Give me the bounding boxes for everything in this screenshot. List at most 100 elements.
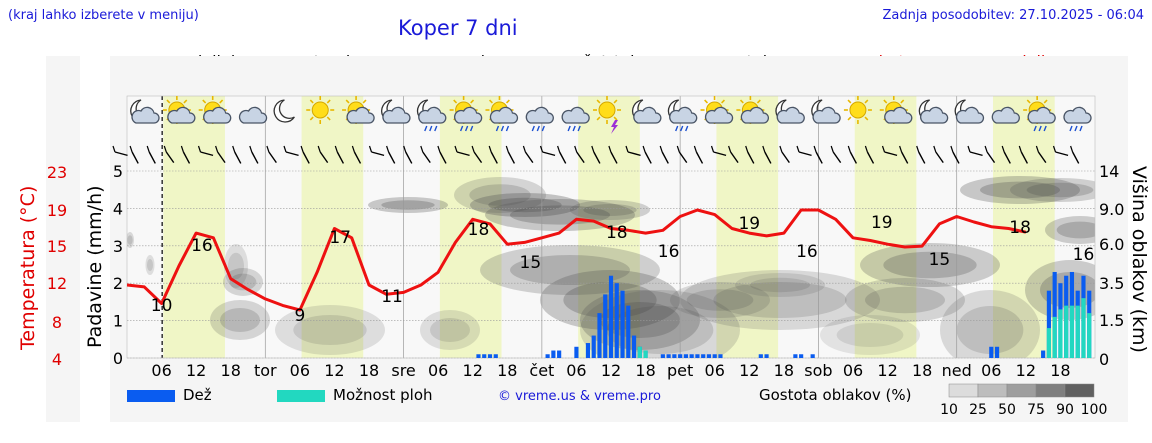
- wind-shaft: [405, 151, 413, 164]
- wind-shaft: [473, 151, 483, 164]
- sun-cloud-rain-icon: [1023, 96, 1056, 132]
- wind-feather: [163, 145, 167, 153]
- wind-feather: [1070, 145, 1074, 153]
- rain-bar: [1041, 350, 1046, 358]
- wind-barb: [420, 145, 431, 164]
- x-tick-label: 06: [705, 361, 725, 380]
- raindrop: [459, 125, 464, 132]
- wind-barb: [693, 145, 704, 164]
- sun-ray: [326, 99, 331, 104]
- cloud-blob: [127, 232, 134, 248]
- wind-shaft: [730, 151, 739, 164]
- sun-ray: [470, 99, 475, 104]
- sun-ray: [864, 116, 869, 121]
- wind-feather: [813, 145, 817, 153]
- wind-barb: [676, 145, 688, 164]
- wind-shaft: [353, 151, 362, 164]
- moon-cloud-icon: [954, 99, 985, 124]
- wind-shaft: [1003, 151, 1011, 164]
- rain-bar: [591, 335, 596, 358]
- wind-barb: [574, 145, 585, 164]
- sun-ray: [613, 116, 618, 121]
- cloud-blob: [1045, 216, 1095, 244]
- wind-feather: [591, 145, 595, 153]
- wind-shaft: [678, 151, 688, 164]
- sun-ray: [756, 99, 761, 104]
- wind-barb: [864, 145, 875, 164]
- cloud-rain-icon: [1063, 106, 1092, 132]
- cloud-blob: [145, 255, 155, 275]
- x-tick-label: 18: [359, 361, 379, 380]
- cloud-shape: [919, 106, 949, 124]
- x-tick-label: 06: [981, 361, 1001, 380]
- cloud-legend-level: 75: [1027, 402, 1045, 418]
- wind-feather: [1001, 145, 1005, 153]
- raindrop: [541, 125, 545, 132]
- sun-shape: [598, 101, 616, 119]
- rain-bar: [678, 354, 683, 358]
- cloud-shape: [131, 106, 160, 124]
- wind-barb: [368, 145, 385, 157]
- wind-feather: [1035, 145, 1039, 153]
- sun-cloud-icon: [198, 96, 232, 124]
- raindrop: [536, 125, 540, 132]
- raindrop: [505, 125, 510, 132]
- wind-barb: [129, 145, 139, 164]
- cloud-blob: [860, 243, 1000, 287]
- wind-feather: [745, 145, 749, 153]
- rain-tick-label: 1: [113, 312, 123, 331]
- wind-barb: [591, 145, 601, 164]
- moon-cloud-icon: [381, 99, 411, 124]
- x-tick-label: 06: [290, 361, 310, 380]
- temperature-label: 18: [468, 220, 490, 240]
- wind-feather: [505, 145, 509, 153]
- cloud-shape: [561, 106, 590, 124]
- sun-cloud-icon: [700, 96, 734, 124]
- credit-link[interactable]: © vreme.us & vreme.pro: [498, 389, 661, 404]
- wind-barb: [813, 145, 823, 164]
- cloud-shape: [167, 106, 196, 124]
- wind-feather: [334, 145, 338, 153]
- wind-shaft: [935, 151, 944, 164]
- cloud-blob: [454, 177, 546, 213]
- cloud-blob-core: [980, 181, 1060, 199]
- wind-feather: [386, 145, 390, 153]
- wind-barb: [710, 145, 727, 157]
- wind-barb: [950, 145, 960, 164]
- raindrop: [531, 125, 535, 132]
- wind-feather: [796, 145, 800, 153]
- cloud-blob: [470, 193, 580, 217]
- wind-shaft: [148, 151, 156, 164]
- x-tick-label: 06: [151, 361, 171, 380]
- cloud-blob-core: [1026, 182, 1094, 198]
- wind-barb: [539, 145, 556, 157]
- x-tick-label: 18: [221, 361, 241, 380]
- daylight-band: [716, 171, 779, 358]
- rain-bar: [793, 354, 798, 358]
- wind-feather: [300, 145, 304, 153]
- wind-barb: [659, 145, 669, 164]
- wind-feather: [881, 145, 886, 153]
- wind-feather: [710, 145, 715, 153]
- wind-feather: [522, 145, 526, 153]
- wind-shaft: [781, 151, 790, 164]
- moon-cloud-rain-icon: [416, 99, 447, 132]
- temp-tick-label: 4: [52, 350, 62, 369]
- wind-feather: [1052, 145, 1057, 153]
- wind-barb: [471, 145, 483, 164]
- daylight-band: [854, 171, 917, 358]
- temperature-label: 16: [191, 236, 213, 256]
- moon-cloud-icon: [775, 99, 805, 124]
- raindrop: [429, 125, 433, 132]
- wind-barb: [916, 145, 926, 164]
- wind-shaft: [610, 151, 618, 164]
- wind-barb: [762, 145, 772, 164]
- wind-barb: [163, 145, 175, 164]
- cloud-blob: [845, 278, 965, 322]
- cloud-blob: [680, 270, 880, 330]
- cloud-blob-core: [750, 277, 810, 293]
- wind-shaft: [456, 151, 470, 157]
- wind-shaft: [319, 151, 329, 164]
- x-tick-label: pet: [667, 361, 693, 380]
- cloud-blob-core: [228, 252, 244, 280]
